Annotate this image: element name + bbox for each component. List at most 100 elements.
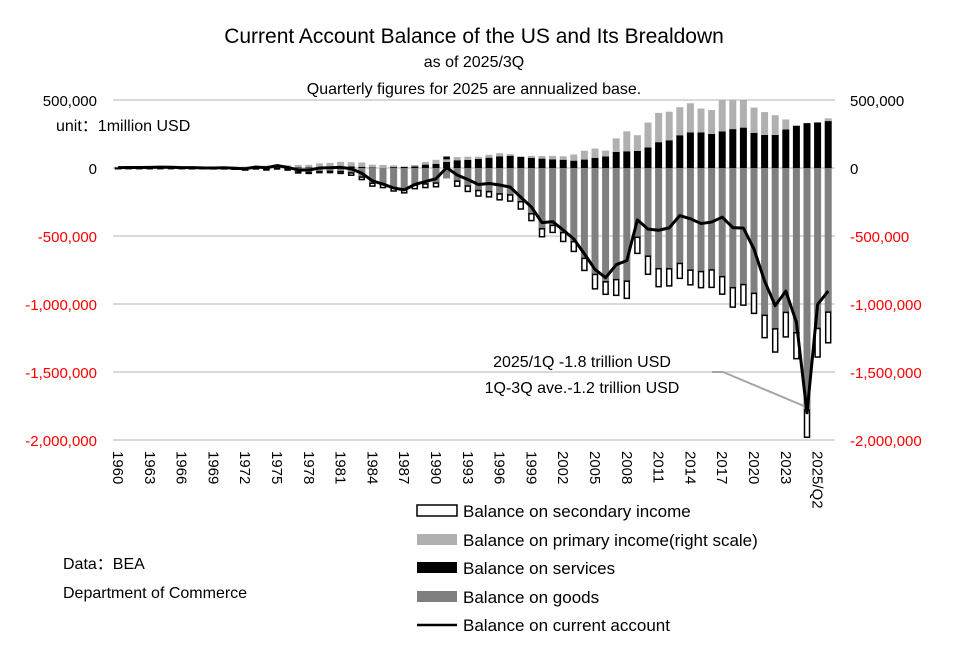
chart-subtitle: as of 2025/3Q [424,54,525,71]
primary-income-bar [390,165,398,168]
primary-income-bar [432,159,440,164]
primary-income-bar [824,118,832,122]
chart-subtitle-2: Quarterly figures for 2025 are annualize… [307,81,641,98]
services-bar [538,158,546,168]
unit-label: unit：1million USD [56,118,190,135]
services-bar [814,122,822,168]
goods-bar [432,168,440,184]
x-tick-label: 1984 [363,451,380,484]
primary-income-bar [750,107,758,133]
primary-income-bar [368,164,376,168]
goods-bar [623,168,631,282]
right-tick-label: -1,000,000 [850,297,922,314]
x-tick-label: 2002 [554,451,571,484]
goods-bar [761,168,769,316]
services-bar [750,132,758,168]
services-bar [517,156,525,168]
goods-bar [443,168,451,179]
primary-income-bar [315,163,323,168]
services-bar [686,132,694,168]
secondary-income-bar [506,194,514,202]
services-bar [421,164,429,168]
legend-swatch-services [417,562,457,573]
primary-income-bar [580,150,588,160]
left-tick-label: -500,000 [38,229,97,246]
source-department: Department of Commerce [63,585,247,602]
primary-income-bar [464,156,472,160]
primary-income-bar [686,103,694,133]
primary-income-bar [771,115,779,135]
primary-income-bar [485,154,493,158]
services-bar [485,157,493,168]
goods-bar [390,168,398,188]
secondary-income-bar [273,167,281,170]
goods-bar [485,168,493,192]
x-tick-label: 1978 [300,451,317,484]
right-tick-label: -500,000 [850,229,909,246]
primary-income-bar [570,154,578,161]
goods-bar [559,168,567,233]
goods-bar [697,168,705,272]
x-tick-label: 1966 [173,451,190,484]
primary-income-bar [708,110,716,134]
services-bar [432,163,440,168]
services-bar [792,125,800,168]
x-tick-label: 1996 [491,451,508,484]
services-bar [549,159,557,168]
primary-income-bar [294,164,302,168]
primary-income-bar [474,156,482,160]
primary-income-bar [400,166,408,168]
services-bar [739,127,747,168]
primary-income-bar [453,157,461,161]
goods-bar [655,168,663,269]
primary-income-bar [676,107,684,136]
primary-income-bar [337,161,345,167]
x-tick-label: 2008 [618,451,635,484]
x-tick-label: 1963 [141,451,158,484]
services-bar [633,150,641,168]
goods-bar [633,168,641,238]
secondary-income-bar [538,228,546,238]
primary-income-bar [591,148,599,158]
goods-bar [644,168,652,257]
secondary-income-bar [655,267,662,288]
legend-label-services: Balance on services [463,559,615,578]
services-bar [708,133,716,168]
primary-income-bar [729,100,737,130]
services-bar [390,167,398,168]
services-bar [718,131,726,168]
secondary-income-bar [824,311,832,344]
primary-income-bar [421,161,429,165]
primary-income-bar [761,112,769,135]
goods-bar [824,168,832,313]
x-tick-label: 2020 [745,451,762,484]
legend-swatch-goods [417,591,457,602]
services-bar [294,167,302,168]
x-tick-label: 1969 [204,451,221,484]
secondary-income-bar [347,172,355,176]
left-tick-label: -1,000,000 [25,297,97,314]
secondary-income-bar [559,231,567,243]
primary-income-bar [718,100,726,132]
right-tick-label: 0 [850,161,858,178]
services-bar [697,132,705,168]
goods-bar [517,168,525,202]
x-tick-label: 1960 [109,451,126,484]
goods-bar [792,168,800,333]
goods-bar [347,168,355,173]
goods-bar [771,168,779,329]
primary-income-bar [443,158,451,162]
services-bar [347,166,355,168]
left-tick-label: 0 [89,161,97,178]
secondary-income-bar [771,328,779,353]
goods-bar [400,168,408,190]
secondary-income-bar [305,171,313,175]
secondary-income-bar [326,170,334,174]
goods-bar [750,168,758,294]
legend: Balance on secondary income Balance on p… [416,502,758,635]
primary-income-bar [517,156,525,157]
legend-item-current-account: Balance on current account [417,616,670,635]
x-tick-label: 2005 [586,451,603,484]
left-tick-label: -2,000,000 [25,433,97,450]
